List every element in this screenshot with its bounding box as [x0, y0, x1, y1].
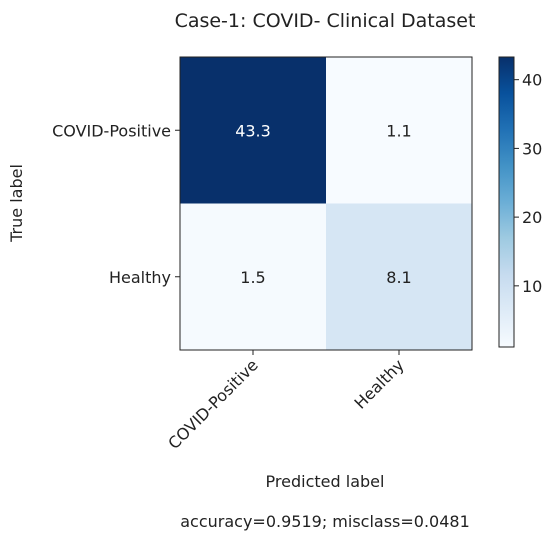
heatmap-cell: [180, 203, 326, 350]
x-tick-labels: COVID-Positive Healthy: [164, 350, 408, 453]
chart-title: Case-1: COVID- Clinical Dataset: [175, 10, 476, 32]
x-tick-label: COVID-Positive: [164, 355, 262, 453]
colorbar: [498, 56, 515, 348]
colorbar-tick-label: 40: [522, 71, 542, 90]
plot-frame: [179, 56, 473, 351]
colorbar-tick-label: 20: [522, 208, 542, 227]
accuracy-footer: accuracy=0.9519; misclass=0.0481: [180, 512, 470, 531]
colorbar-tick-label: 30: [522, 139, 542, 158]
y-tick-label: COVID-Positive: [52, 121, 171, 140]
y-tick-label: Healthy: [109, 268, 171, 287]
x-axis-label: Predicted label: [266, 472, 385, 491]
cell-value-label: 1.1: [386, 121, 411, 140]
cell-value-label: 43.3: [235, 121, 271, 140]
colorbar-tick-label: 10: [522, 277, 542, 296]
y-tick-labels: COVID-Positive Healthy: [52, 121, 180, 287]
heatmap-cell: [180, 57, 326, 204]
heatmap-cell: [326, 57, 472, 204]
cell-value-label: 1.5: [240, 268, 265, 287]
heatmap-cell: [326, 203, 472, 350]
heatmap-cells: 43.3 1.1 1.5 8.1: [180, 57, 472, 350]
cell-value-label: 8.1: [386, 268, 411, 287]
colorbar-ticks: 10 20 30 40: [514, 71, 542, 296]
y-axis-label: True label: [7, 164, 26, 243]
x-tick-label: Healthy: [351, 355, 408, 412]
